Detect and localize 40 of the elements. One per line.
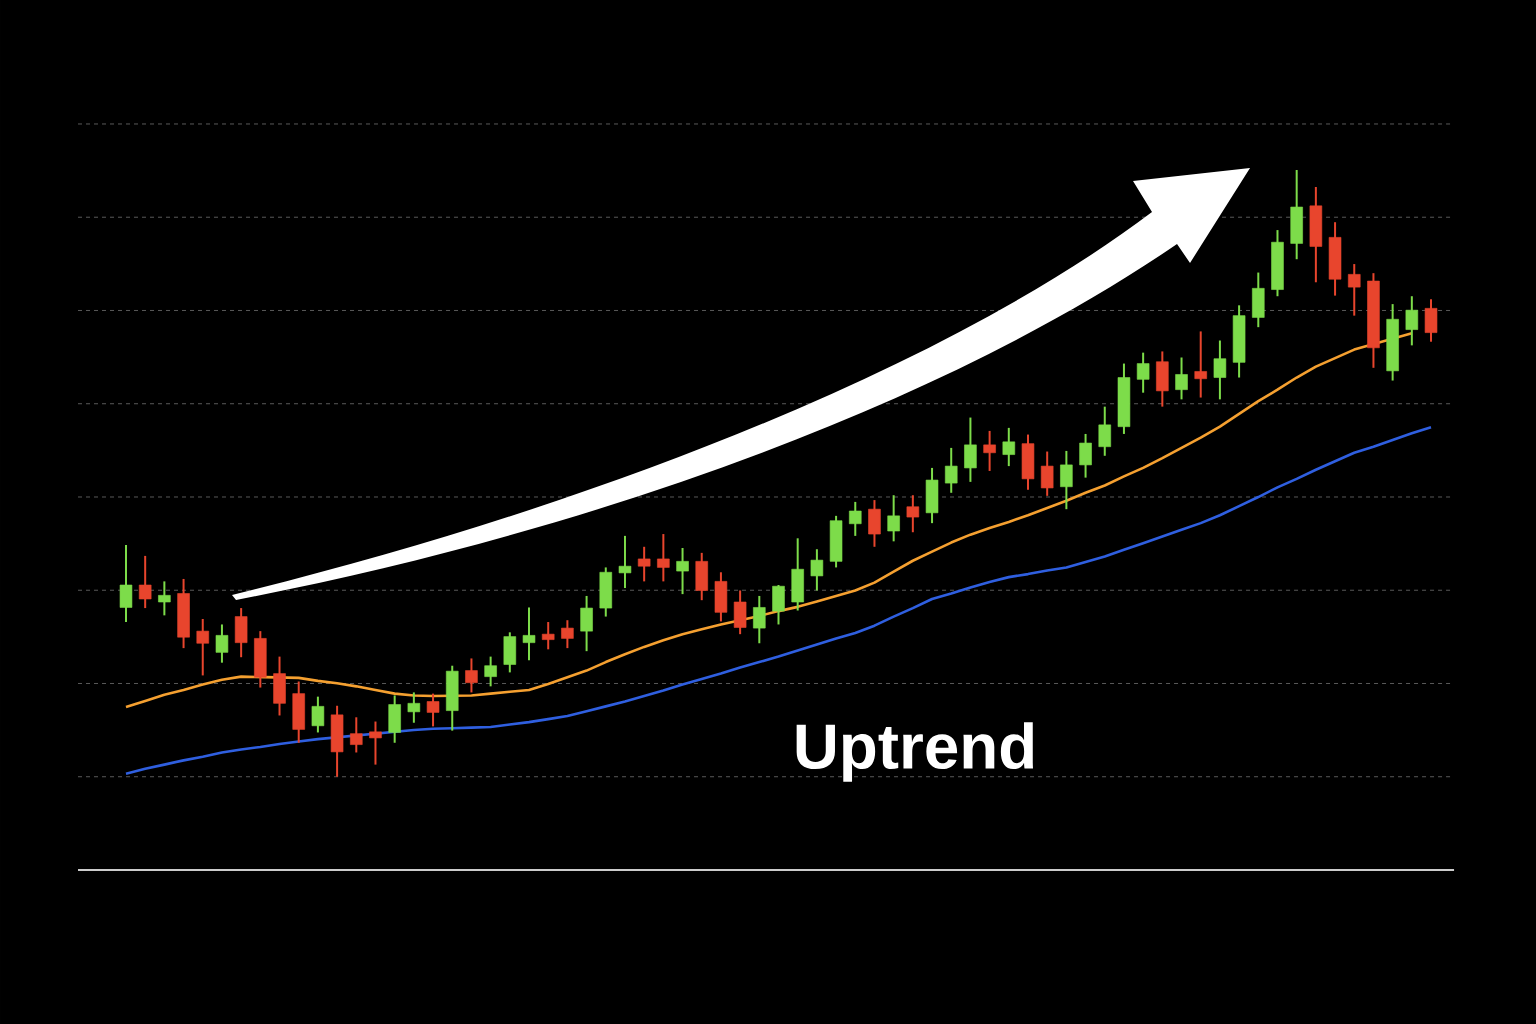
candlestick [618,534,632,590]
candlestick [1175,356,1188,401]
candlestick [1194,330,1207,399]
candlestick [1040,450,1054,497]
candlestick [484,655,497,688]
candlestick [1079,432,1092,479]
candlestick [426,692,440,728]
candlestick [465,657,478,694]
candlestick [350,716,363,754]
candlestick [407,691,421,724]
candlestick [196,618,209,677]
candlestick [906,494,920,534]
candlestick [676,547,689,596]
candlestick [580,594,593,653]
candlestick [1136,351,1150,394]
candlestick [138,554,152,610]
candlestick [983,429,996,472]
candlestick [522,606,536,662]
candlestick [964,416,977,483]
candlestick [158,580,171,617]
candlestick [1060,449,1073,511]
candlestick [1405,295,1419,347]
candlestick [561,619,574,650]
candlestick [1213,339,1227,401]
candlestick [119,543,133,624]
candlestick [637,545,651,583]
candlestick [1348,263,1361,317]
candlestick [369,720,382,766]
candlestick [753,594,766,645]
candlestick [1098,405,1112,457]
candlestick [311,695,325,734]
candlestick [944,446,958,494]
annotation: Uptrend [796,722,1033,782]
candlestick [887,494,900,543]
candlestick [541,621,555,651]
candlestick [849,500,862,537]
candlestick [657,533,670,583]
candlestick [215,623,229,664]
candlestick [810,548,824,592]
candlestick [1002,426,1016,468]
